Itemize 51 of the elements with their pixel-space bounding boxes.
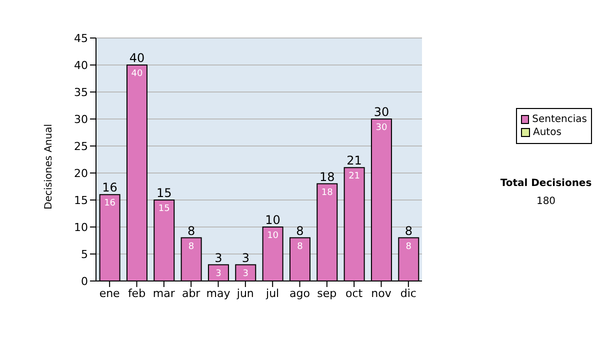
data-label: 3 xyxy=(242,268,249,279)
total-label: 10 xyxy=(265,213,280,227)
x-tick-label: oct xyxy=(346,286,364,300)
data-label: 8 xyxy=(297,242,304,252)
data-label: 3 xyxy=(216,268,222,279)
total-label: 15 xyxy=(156,186,172,200)
data-label: 8 xyxy=(188,242,194,252)
total-label: 8 xyxy=(187,224,196,238)
y-tick-label: 20 xyxy=(74,166,88,180)
text: Total Decisiones xyxy=(499,178,593,189)
x-tick-label: jul xyxy=(265,286,280,300)
data-label: 21 xyxy=(348,172,360,182)
total-label: 3 xyxy=(214,250,222,265)
total-label: 30 xyxy=(374,105,390,119)
x-tick-label: mar xyxy=(152,286,176,300)
legend-label: Autos xyxy=(533,126,562,139)
y-tick-label: 15 xyxy=(74,194,88,207)
x-tick-label: may xyxy=(206,286,231,300)
data-label: 8 xyxy=(406,242,412,252)
total-label: 3 xyxy=(242,250,250,265)
total-label: 16 xyxy=(102,180,118,195)
total-label: 18 xyxy=(319,170,335,184)
data-label: 18 xyxy=(321,188,334,198)
total-label: 21 xyxy=(346,154,362,168)
data-label: 16 xyxy=(104,198,116,209)
x-tick-label: nov xyxy=(371,286,392,300)
data-label: 10 xyxy=(267,231,279,241)
y-tick-label: 40 xyxy=(74,58,88,72)
x-tick-label: sep xyxy=(317,286,337,300)
x-tick-label: abr xyxy=(182,286,201,300)
data-label: 40 xyxy=(131,69,143,79)
total-label: 8 xyxy=(296,224,304,238)
y-tick-label: 0 xyxy=(81,274,88,288)
x-tick-label: feb xyxy=(128,286,146,300)
total-label: 40 xyxy=(129,51,145,65)
total-label: 8 xyxy=(404,224,412,238)
y-tick-label: 35 xyxy=(74,86,88,99)
y-tick-label: 10 xyxy=(74,220,88,234)
data-label: 30 xyxy=(376,123,388,133)
y-tick-label: 45 xyxy=(74,32,88,45)
x-tick-label: dic xyxy=(400,286,416,300)
y-tick-label: 25 xyxy=(74,140,88,153)
x-tick-label: ene xyxy=(99,286,120,300)
text: 180 xyxy=(535,196,557,207)
y-tick-label: 30 xyxy=(74,112,88,126)
x-tick-label: jun xyxy=(236,286,254,300)
y-axis-title: Decisiones Anual xyxy=(44,124,55,210)
x-tick-label: ago xyxy=(290,286,310,300)
data-label: 15 xyxy=(158,204,170,214)
legend-label: Sentencias xyxy=(532,113,587,126)
y-tick-label: 5 xyxy=(81,248,88,261)
